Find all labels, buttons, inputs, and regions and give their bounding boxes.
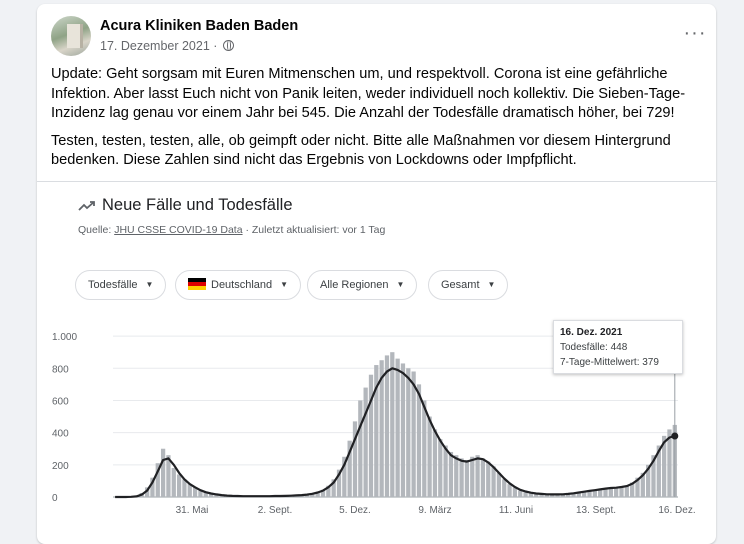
globe-icon[interactable] (223, 40, 234, 51)
bar (475, 455, 479, 497)
bar (417, 384, 421, 497)
page-avatar[interactable] (51, 16, 91, 56)
chart-tooltip: 16. Dez. 2021 Todesfälle: 448 7-Tage-Mit… (553, 320, 683, 374)
bar (177, 474, 181, 497)
bar (396, 359, 400, 497)
bar (449, 452, 453, 497)
bar (401, 363, 405, 497)
bar (454, 455, 458, 497)
bar (369, 375, 373, 497)
post-paragraph: Testen, testen, testen, alle, ob geimpft… (51, 132, 706, 171)
x-tick-label: 2. Sept. (258, 505, 292, 516)
bar (438, 439, 442, 497)
more-dots-icon[interactable]: ··· (677, 28, 713, 48)
bar (465, 460, 469, 497)
post-date-link[interactable]: 17. Dezember 2021 (100, 39, 210, 53)
y-tick-label: 600 (52, 396, 69, 407)
x-tick-label: 5. Dez. (339, 505, 371, 516)
facebook-post: Acura Kliniken Baden Baden 17. Dezember … (37, 4, 716, 544)
y-tick-label: 1.000 (52, 332, 77, 343)
x-tick-label: 11. Juni (499, 505, 533, 516)
bar (161, 449, 165, 497)
bar (422, 400, 426, 497)
bar (502, 479, 506, 497)
post-paragraph: Update: Geht sorgsam mit Euren Mitmensch… (51, 65, 706, 124)
bar (172, 468, 176, 497)
bar (364, 388, 368, 497)
bar (507, 484, 511, 497)
x-tick-label: 9. März (418, 505, 451, 516)
y-tick-label: 800 (52, 364, 69, 375)
bar (411, 371, 415, 497)
bar (427, 417, 431, 497)
post-meta: 17. Dezember 2021 · (100, 39, 234, 53)
bar (358, 400, 362, 497)
bar (470, 457, 474, 497)
bar (486, 462, 490, 497)
y-tick-label: 400 (52, 429, 69, 440)
bar (443, 446, 447, 497)
bar (390, 352, 394, 497)
page-name-link[interactable]: Acura Kliniken Baden Baden (100, 18, 298, 34)
tooltip-deaths: Todesfälle: 448 (560, 340, 682, 355)
tooltip-average: 7-Tage-Mittelwert: 379 (560, 355, 682, 370)
x-tick-label: 16. Dez. (658, 505, 695, 516)
x-tick-label: 13. Sept. (576, 505, 616, 516)
y-tick-label: 0 (52, 493, 58, 504)
post-text: Update: Geht sorgsam mit Euren Mitmensch… (51, 65, 706, 179)
y-tick-label: 200 (52, 461, 69, 472)
bar (385, 355, 389, 497)
bar (481, 458, 485, 497)
hover-point (671, 433, 678, 440)
tooltip-date: 16. Dez. 2021 (560, 325, 682, 340)
chart-card[interactable]: Neue Fälle und Todesfälle Quelle: JHU CS… (37, 182, 716, 522)
x-tick-label: 31. Mai (176, 505, 209, 516)
bar (459, 458, 463, 497)
bar (491, 466, 495, 497)
bar (497, 473, 501, 497)
bar (433, 429, 437, 497)
bar (406, 368, 410, 497)
bar (518, 491, 522, 497)
post-header: Acura Kliniken Baden Baden 17. Dezember … (51, 16, 701, 60)
